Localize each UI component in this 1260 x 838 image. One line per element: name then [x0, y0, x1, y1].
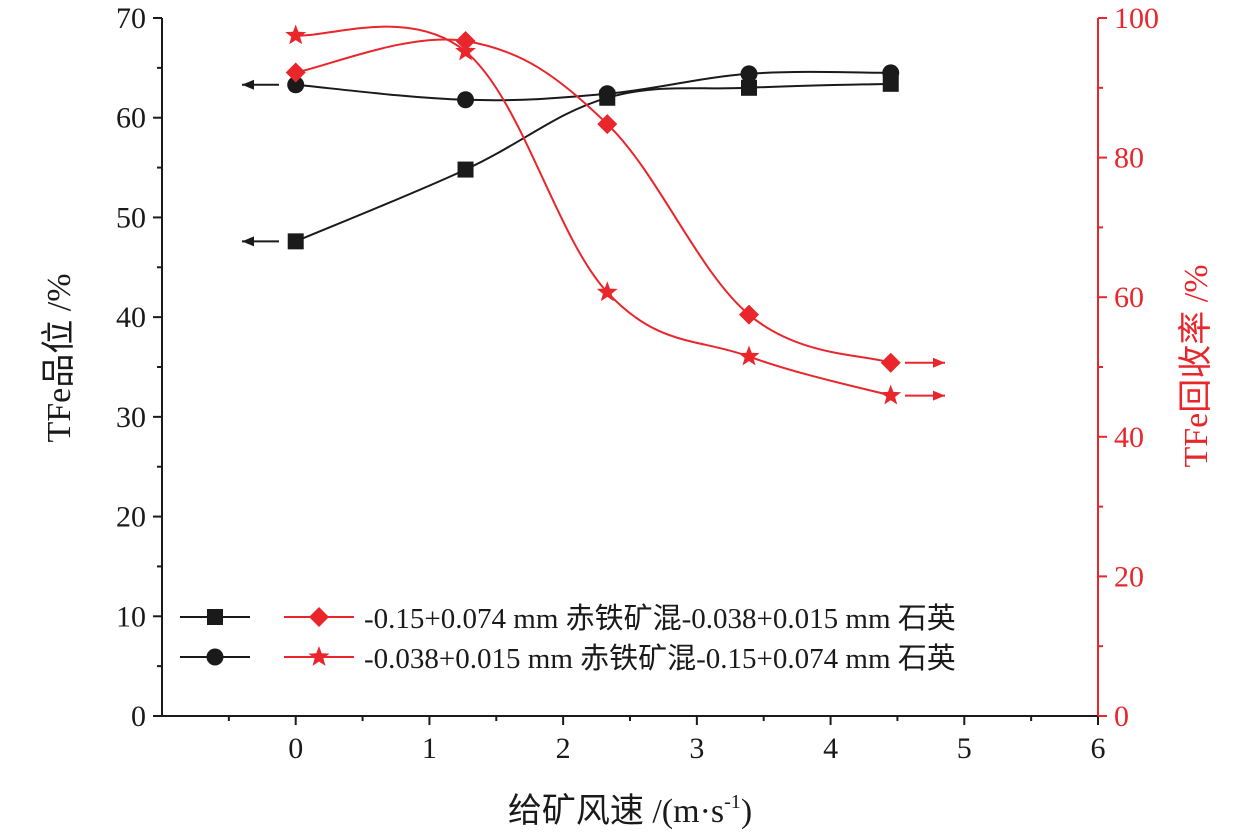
x-tick-label: 3 — [689, 732, 704, 765]
fit-curve-star — [295, 25, 891, 397]
y-right-tick-label: 60 — [1114, 281, 1144, 314]
x-tick-label: 6 — [1091, 732, 1106, 765]
circle-marker — [457, 91, 475, 109]
star-marker — [738, 345, 760, 366]
y-right-tick-label: 0 — [1114, 700, 1129, 733]
fit-curve-square — [295, 82, 891, 243]
y-left-tick-label: 60 — [116, 102, 146, 135]
x-tick-label: 4 — [823, 732, 838, 765]
y-axis-right-label: TFe回收率 /% — [1177, 264, 1215, 467]
star-marker — [285, 24, 307, 45]
y-right-tick-label: 20 — [1114, 560, 1144, 593]
legend: -0.15+0.074 mm 赤铁矿混-0.038+0.015 mm 石英 -0.… — [180, 602, 956, 675]
diamond-marker — [285, 62, 306, 83]
right-arrow-1-head — [933, 357, 945, 368]
square-marker — [741, 79, 758, 96]
diamond-marker — [880, 352, 901, 373]
legend-label: -0.038+0.015 mm 赤铁矿混-0.15+0.074 mm 石英 — [364, 642, 956, 675]
y-left-tick-label: 10 — [116, 600, 146, 633]
square-marker — [457, 161, 474, 178]
star-marker — [455, 40, 476, 61]
fit-curve-diamond — [295, 38, 892, 364]
y-left-tick-label: 20 — [116, 501, 146, 534]
fit-curves — [295, 25, 892, 397]
y-left-tick-label: 50 — [116, 201, 146, 234]
left-arrow-2-head — [242, 236, 254, 247]
diamond-marker — [309, 607, 329, 627]
x-axis-label-unit: /(m·s — [644, 793, 724, 830]
x-tick-label: 0 — [288, 732, 303, 765]
legend-label: -0.15+0.074 mm 赤铁矿混-0.038+0.015 mm 石英 — [364, 602, 956, 635]
y-left-tick-label: 30 — [116, 401, 146, 434]
y-left-tick-label: 0 — [131, 700, 146, 733]
left-arrow-1-head — [242, 79, 254, 90]
y-left-tick-label: 70 — [116, 2, 146, 35]
x-axis-label: 给矿风速 /(m·s-1) — [508, 791, 752, 830]
y-right-tick-label: 40 — [1114, 421, 1144, 454]
square-marker — [287, 233, 304, 250]
y-axis-left-label: TFe品位 /% — [40, 273, 78, 442]
circle-marker — [287, 76, 305, 94]
y-right-tick-label: 80 — [1114, 142, 1144, 175]
circle-marker — [598, 85, 616, 103]
data-markers — [285, 24, 902, 405]
diamond-marker — [597, 114, 618, 135]
y-left-tick-label: 40 — [116, 301, 146, 334]
circle-marker — [740, 65, 758, 83]
square-marker — [207, 609, 223, 625]
x-axis-label-main: 给矿风速 — [508, 792, 644, 830]
x-tick-label: 2 — [556, 732, 571, 765]
x-tick-label: 1 — [422, 732, 437, 765]
diamond-marker — [739, 304, 760, 325]
y-right-tick-label: 100 — [1114, 2, 1159, 35]
x-axis-label-superscript: -1 — [724, 791, 741, 813]
star-marker — [880, 384, 902, 405]
circle-marker — [882, 64, 900, 82]
right-arrow-2-head — [933, 390, 945, 401]
star-marker — [596, 281, 618, 302]
star-marker — [308, 646, 330, 666]
x-tick-label: 5 — [957, 732, 972, 765]
circle-marker — [206, 648, 224, 666]
x-axis-label-close: ) — [741, 793, 752, 830]
axis-arrows — [242, 79, 945, 401]
